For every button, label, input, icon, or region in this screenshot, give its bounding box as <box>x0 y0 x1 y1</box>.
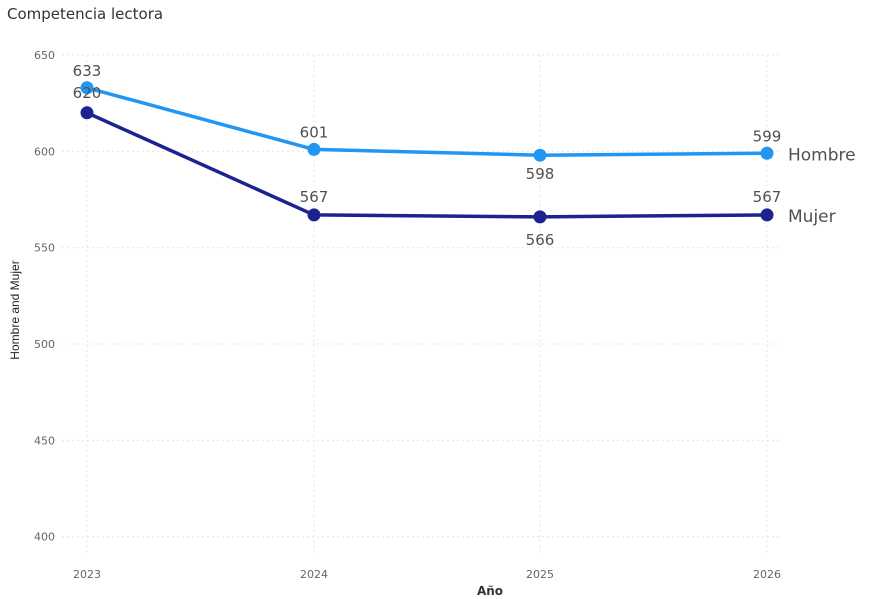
series-label-hombre: Hombre <box>788 145 856 165</box>
data-label: 599 <box>753 127 782 145</box>
data-point <box>533 210 547 224</box>
data-label: 633 <box>73 62 102 80</box>
data-label: 567 <box>300 188 329 206</box>
y-axis-title: Hombre and Mujer <box>8 260 22 359</box>
data-label: 567 <box>753 188 782 206</box>
y-tick-label: 400 <box>34 531 55 544</box>
y-axis-ticks: 400 450 500 550 600 650 <box>34 49 55 544</box>
y-tick-label: 550 <box>34 242 55 255</box>
data-label: 620 <box>73 84 102 102</box>
data-label: 598 <box>526 165 555 183</box>
data-point <box>307 142 321 156</box>
series-label-mujer: Mujer <box>788 207 836 227</box>
y-tick-label: 600 <box>34 145 55 158</box>
data-point <box>760 146 774 160</box>
series-group: 633 601 598 599 Hombre 620 567 566 567 Mujer <box>73 62 856 249</box>
x-axis-title: Año <box>477 584 503 598</box>
y-tick-label: 500 <box>34 338 55 351</box>
data-point <box>760 208 774 222</box>
chart-title: Competencia lectora <box>7 5 164 23</box>
data-point <box>80 106 94 120</box>
data-label: 566 <box>526 231 555 249</box>
data-point <box>80 81 94 95</box>
x-tick-label: 2026 <box>753 568 781 581</box>
y-tick-label: 650 <box>34 49 55 62</box>
x-axis-ticks: 2023 2024 2025 2026 <box>73 568 781 581</box>
x-tick-label: 2025 <box>526 568 554 581</box>
data-point <box>307 208 321 222</box>
x-tick-label: 2023 <box>73 568 101 581</box>
data-point <box>533 148 547 162</box>
x-tick-label: 2024 <box>300 568 328 581</box>
y-tick-label: 450 <box>34 434 55 447</box>
series-line-mujer <box>86 111 768 219</box>
gridlines <box>62 54 780 556</box>
series-line-hombre <box>86 86 768 157</box>
data-label: 601 <box>300 123 329 141</box>
